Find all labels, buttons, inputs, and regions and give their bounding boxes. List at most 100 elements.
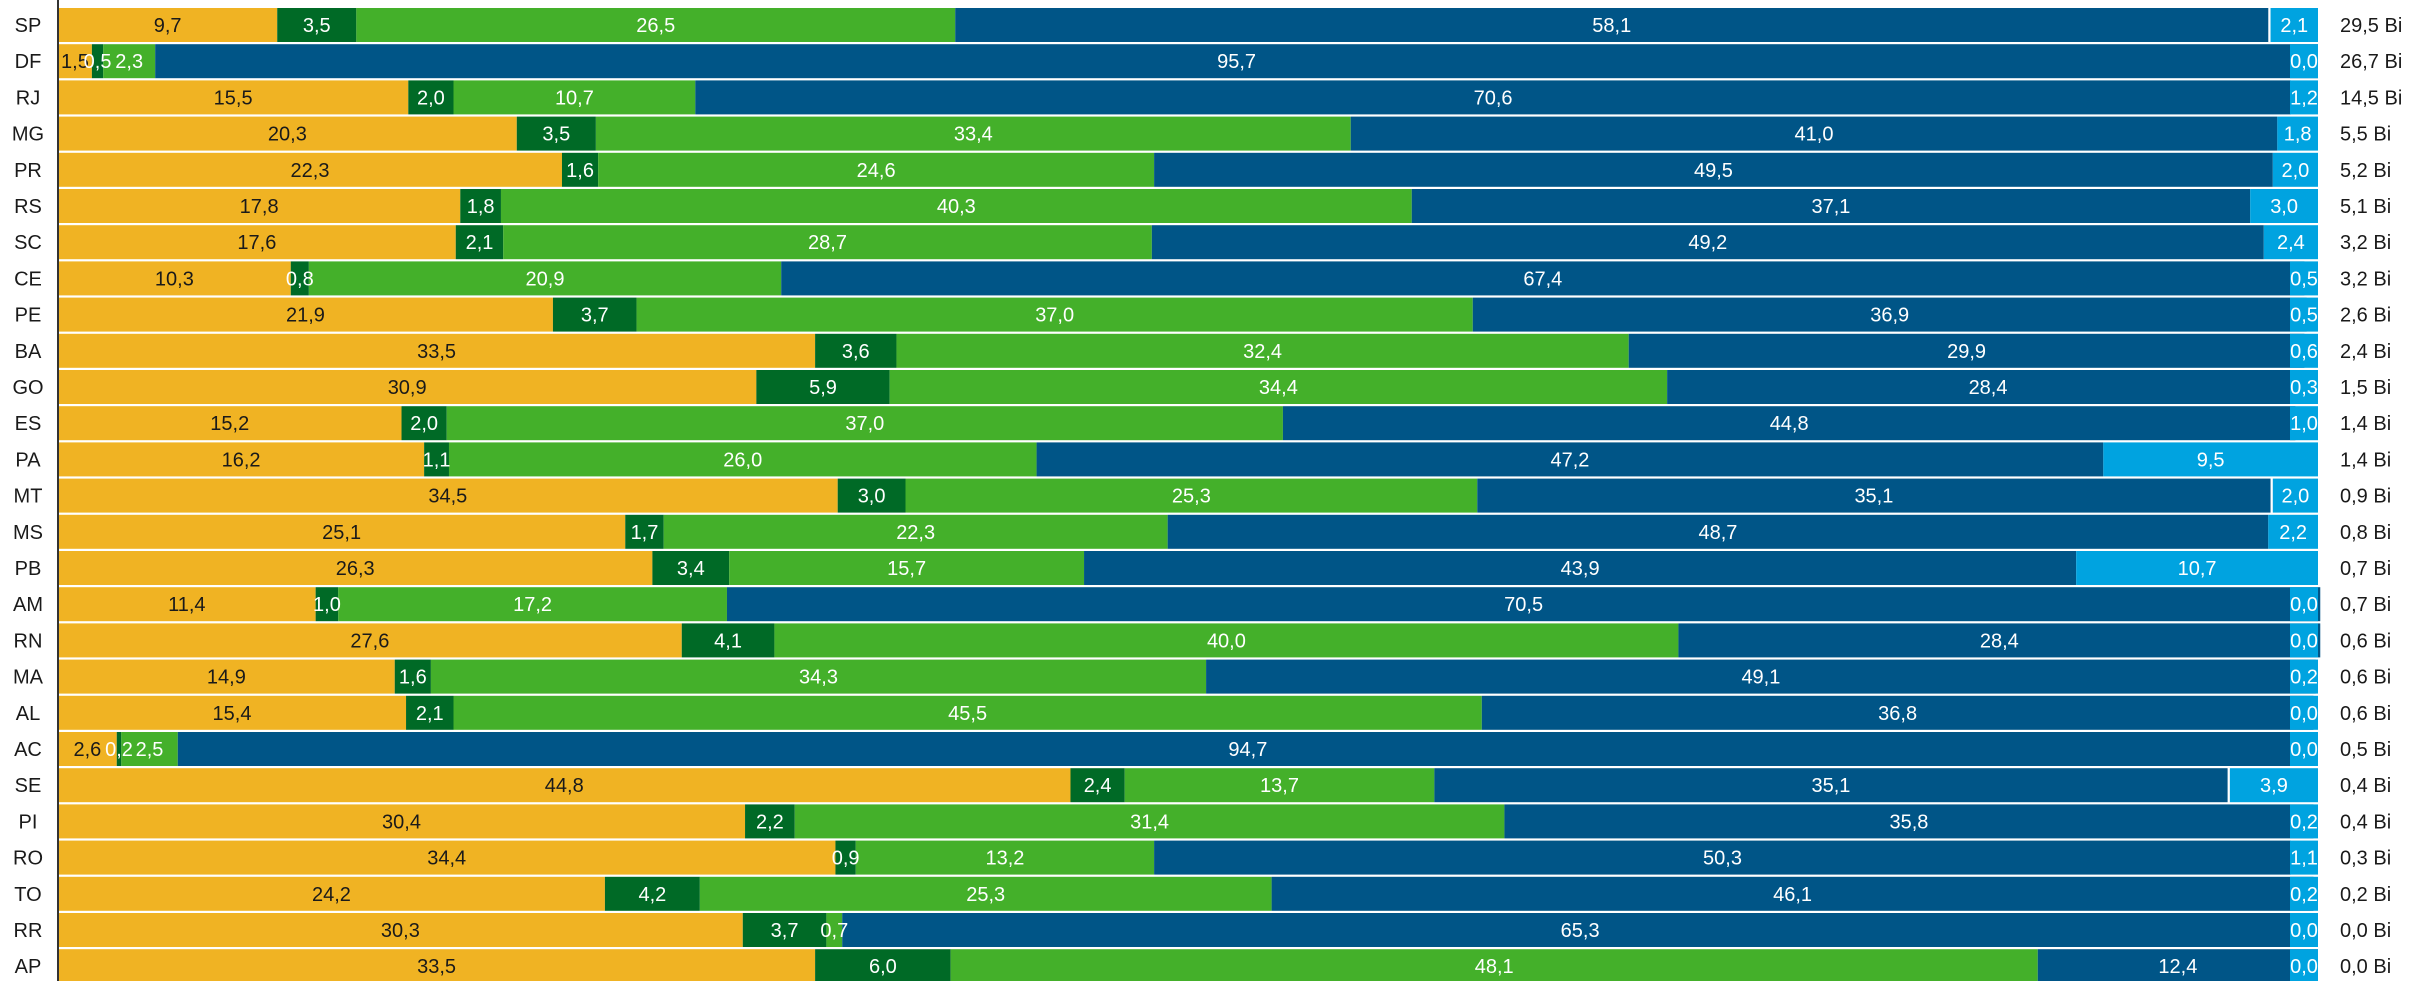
data-label-ms-s3: 22,3 [896,522,935,544]
data-label-sc-s3: 28,7 [808,232,847,254]
category-label-df: DF [15,51,42,73]
bar-segment-rj-s2 [408,80,454,115]
data-label-ba-s2: 3,6 [842,341,870,363]
data-label-to-s3: 25,3 [966,884,1005,906]
bar-segment-sc-s1 [58,225,456,260]
bar-segment-al-s3 [453,695,1482,730]
row-total-ro: 0,3 Bi [2340,848,2391,870]
bar-segment-ba-s5 [2290,333,2318,368]
data-label-pe-s3: 37,0 [1035,305,1074,327]
bar-segment-al-s4 [1481,695,2314,730]
data-label-pe-s1: 21,9 [286,305,325,327]
bars-layer [58,8,2321,981]
bar-segment-se-s1 [58,768,1071,803]
category-label-pr: PR [14,160,42,182]
data-label-al-s2: 2,1 [416,703,444,725]
bar-segment-to-s1 [58,876,605,911]
data-label-mg-s4: 41,0 [1795,124,1834,146]
bar-segment-pi-s3 [794,804,1505,839]
category-label-es: ES [15,413,42,435]
data-label-go-s5: 0,3 [2290,377,2318,399]
data-label-ba-s4: 29,9 [1947,341,1986,363]
data-label-ms-s1: 25,1 [322,522,361,544]
data-label-rs-s4: 37,1 [1812,196,1851,218]
bar-segment-pr-s1 [58,152,562,187]
row-total-es: 1,4 Bi [2340,413,2391,435]
bar-segment-ro-s4 [1154,840,2291,875]
data-label-es-s3: 37,0 [845,413,884,435]
data-label-go-s2: 5,9 [809,377,837,399]
data-label-pb-s5: 10,7 [2178,558,2217,580]
bar-segment-es-s2 [401,406,447,441]
bar-segment-pr-s2 [561,152,599,187]
bar-segment-pe-s5 [2290,297,2318,332]
bar-segment-to-s5 [2290,876,2318,911]
bar-segment-es-s1 [58,406,402,441]
data-label-al-s3: 45,5 [948,703,987,725]
data-label-rn-s5: 0,0 [2290,630,2318,652]
bar-segment-go-s2 [756,370,890,404]
bar-segment-pi-s5 [2290,804,2318,839]
bar-segment-rn-s3 [774,623,1679,658]
row-total-pr: 5,2 Bi [2340,160,2391,182]
data-label-rj-s2: 2,0 [417,87,445,109]
data-label-rs-s2: 1,8 [467,196,495,218]
category-label-mt: MT [14,486,43,508]
data-label-ap-s2: 6,0 [869,956,897,978]
bar-segment-ce-s4 [781,261,2305,296]
data-label-pr-s2: 1,6 [566,160,594,182]
data-label-ma-s2: 1,6 [399,667,427,689]
category-label-rr: RR [14,920,43,942]
data-label-mt-s4: 35,1 [1854,486,1893,508]
data-label-ac-s4: 94,7 [1228,739,1267,761]
row-total-pb: 0,7 Bi [2340,558,2391,580]
data-label-am-s2: 1,0 [313,594,341,616]
data-label-mt-s1: 34,5 [428,486,467,508]
data-label-am-s1: 11,4 [168,594,205,616]
bar-segment-df-s4 [155,44,2319,79]
data-label-rn-s3: 40,0 [1207,630,1246,652]
row-total-pi: 0,4 Bi [2340,811,2391,833]
bar-segment-go-s1 [58,370,757,404]
bar-segment-pe-s1 [58,297,553,332]
data-label-ce-s5: 0,5 [2290,268,2318,290]
bar-segment-rr-s1 [58,913,743,947]
data-label-se-s2: 2,4 [1084,775,1112,797]
data-label-es-s1: 15,2 [210,413,249,435]
bar-segment-ms-s2 [625,514,664,549]
bar-segment-se-s5 [2229,768,2318,803]
data-label-sc-s1: 17,6 [237,232,276,254]
data-label-ms-s2: 1,7 [631,522,659,544]
row-total-go: 1,5 Bi [2340,377,2391,399]
data-label-ma-s3: 34,3 [799,667,838,689]
bar-segment-rn-s4 [1678,623,2321,658]
data-label-rn-s4: 28,4 [1980,630,2019,652]
bar-segment-mg-s3 [595,116,1351,151]
bar-segment-pa-s2 [424,442,449,477]
bar-segment-rj-s5 [2290,80,2318,115]
data-label-ce-s3: 20,9 [526,268,565,290]
data-label-pi-s5: 0,2 [2290,811,2318,833]
data-label-ce-s4: 67,4 [1523,268,1562,290]
data-label-sc-s2: 2,1 [466,232,494,254]
data-label-df-s2: 0,5 [84,51,112,73]
data-label-sp-s1: 9,7 [154,15,182,37]
data-label-sp-s5: 2,1 [2280,15,2308,37]
data-label-pr-s5: 2,0 [2281,160,2309,182]
bar-segment-go-s3 [889,370,1668,404]
data-label-ac-s3: 2,5 [136,739,164,761]
bar-segment-pi-s4 [1504,804,2314,839]
bar-segment-am-s3 [338,587,727,622]
bar-segment-ap-s3 [950,949,2038,981]
bar-segment-rj-s3 [453,80,696,115]
bar-segment-pb-s5 [2076,551,2318,585]
category-label-mg: MG [12,124,44,146]
data-label-sp-s3: 26,5 [636,15,675,37]
bar-segment-mt-s3 [905,478,1478,513]
row-total-mt: 0,9 Bi [2340,486,2391,508]
category-labels-layer: SP DF RJ MG PR RS SC CE PE BA GO ES PA MT MS PB AM RN MA AL… [12,15,44,978]
data-label-sp-s4: 58,1 [1592,15,1631,37]
data-label-sp-s2: 3,5 [303,15,331,37]
bar-segment-ac-s5 [2290,732,2318,766]
